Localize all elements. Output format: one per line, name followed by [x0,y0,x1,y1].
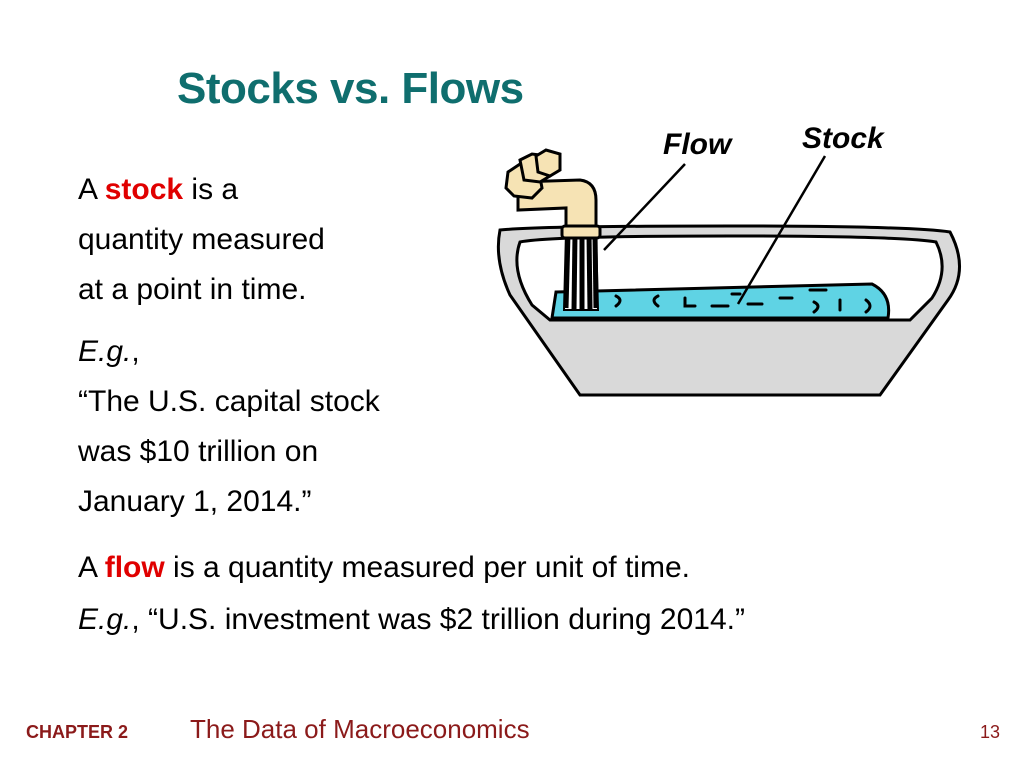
water [550,282,891,320]
bathtub-illustration: Flow Stock [480,120,980,415]
stock-example-eg: E.g. [78,335,132,368]
stock-pointer [736,155,827,305]
flow-example-eg: E.g. [78,603,132,636]
footer-title: The Data of Macroeconomics [190,714,530,744]
stock-example-comma: , [131,335,140,368]
bathtub-drawing [496,148,961,397]
stock-def-line-3: at a point in time. [78,273,307,306]
flow-def-prefix: A [78,551,105,584]
flow-def-rest: is a quantity measured per unit of time. [164,551,690,584]
stock-label: Stock [802,122,884,155]
stock-definition: A stock is a quantity measured at a poin… [78,165,325,315]
flow-example: E.g., “U.S. investment was $2 trillion d… [78,595,745,645]
flow-definition: A flow is a quantity measured per unit o… [78,543,690,593]
stock-example-line-3: January 1, 2014.” [78,485,312,518]
stock-example: E.g., “The U.S. capital stock was $10 tr… [78,327,380,527]
stock-example-line-1: “The U.S. capital stock [78,385,380,418]
stock-def-line-2: quantity measured [78,223,325,256]
flow-label: Flow [663,128,732,161]
water-stream [562,231,600,311]
water-ripples [614,288,872,314]
stock-def-prefix: A [78,173,105,206]
slide-title: Stocks vs. Flows [177,64,524,113]
flow-example-rest: , “U.S. investment was $2 trillion durin… [131,603,745,636]
flow-term: flow [104,551,165,584]
flow-pointer [603,163,686,251]
stock-term: stock [104,173,184,206]
stock-def-line-1: A stock is a [78,165,325,215]
stock-def-line-1-rest: is a [183,173,239,206]
stock-example-eg-line: E.g., [78,327,380,377]
stock-example-line-2: was $10 trillion on [78,435,319,468]
faucet-icon [504,148,602,240]
footer-chapter: CHAPTER 2 [26,722,129,742]
page-number: 13 [979,722,1000,742]
